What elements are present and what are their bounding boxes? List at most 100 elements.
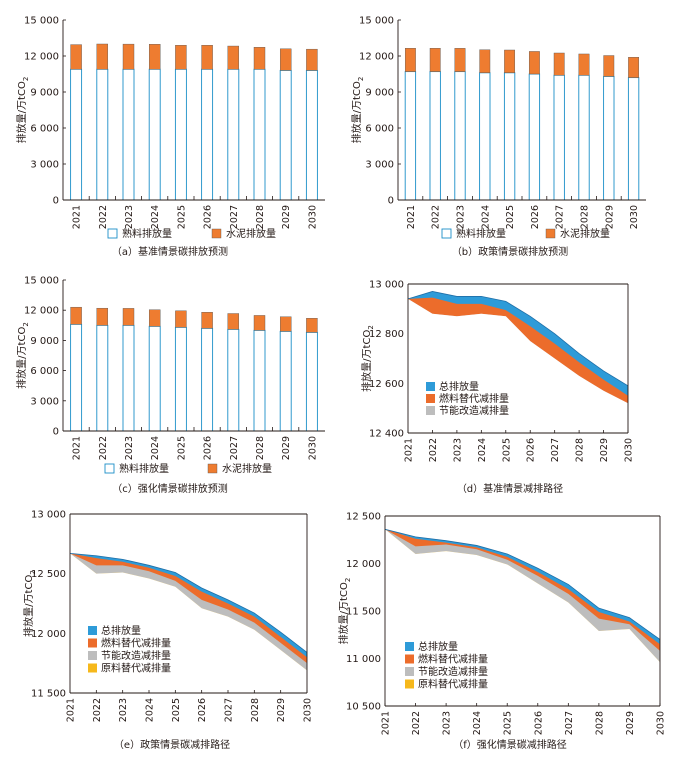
panel-caption: （f）强化情景碳减排路径 xyxy=(453,738,567,751)
x-tick-label: 2027 xyxy=(555,205,566,229)
bar-cement-2026 xyxy=(528,51,540,75)
x-tick-label: 2024 xyxy=(150,436,161,460)
bar-clinker-2024 xyxy=(148,325,161,432)
y-axis-label: 排放量/万tCO2 xyxy=(337,578,352,645)
x-tick-label: 2027 xyxy=(564,711,575,735)
legend-swatch-cement xyxy=(207,463,218,474)
y-axis-label-subscript: 2 xyxy=(22,77,30,81)
x-tick-label: 2029 xyxy=(625,711,636,735)
x-tick-label: 2030 xyxy=(303,698,314,722)
bar-cement-2021 xyxy=(70,44,82,70)
legend-label: 节能改造减排量 xyxy=(418,665,488,678)
bar-cement-2025 xyxy=(504,49,516,73)
x-tick-label: 2024 xyxy=(145,698,156,722)
x-tick-label: 2026 xyxy=(526,438,537,462)
bar-clinker-2029 xyxy=(603,75,615,201)
legend-swatch-1 xyxy=(405,642,414,651)
bar-cement-2022 xyxy=(96,43,109,70)
legend-swatch-cement xyxy=(545,228,556,239)
bar-clinker-2025 xyxy=(503,72,516,201)
chart-panel-1: 0 3 000 6 000 9 000 12 000 15 000 排放量/万tCO2 202… xyxy=(15,16,325,258)
x-tick-label: 2025 xyxy=(503,711,514,735)
x-tick-label: 2029 xyxy=(599,438,610,462)
legend-swatch-2 xyxy=(426,394,435,403)
legend-label: 熟料排放量 xyxy=(456,227,506,240)
bar-clinker-2021 xyxy=(70,68,83,201)
x-tick-label: 2026 xyxy=(203,436,214,460)
x-tick-label: 2021 xyxy=(381,711,392,735)
bar-clinker-2028 xyxy=(253,68,266,201)
x-tick-label: 2029 xyxy=(604,205,615,229)
bar-cement-2022 xyxy=(96,307,109,326)
y-tick-label: 12 500 xyxy=(31,569,66,580)
x-tick-label: 2021 xyxy=(72,436,83,460)
x-tick-label: 2026 xyxy=(203,205,214,229)
chart-panel-3: 0 3 000 6 000 9 000 12 000 15 000 排放量/万tCO2 202… xyxy=(15,276,325,495)
panel-caption: （e）政策情景碳减排路径 xyxy=(114,738,230,751)
x-tick-label: 2029 xyxy=(276,698,287,722)
x-tick-label: 2025 xyxy=(501,438,512,462)
x-tick-label: 2025 xyxy=(171,698,182,722)
bar-cement-2024 xyxy=(479,49,491,73)
x-tick-label: 2022 xyxy=(411,711,422,735)
y-tick-label: 9 000 xyxy=(365,88,394,99)
x-tick-label: 2021 xyxy=(72,205,83,229)
x-tick-label: 2022 xyxy=(431,205,442,229)
bar-cement-2023 xyxy=(454,48,466,72)
x-tick-label: 2022 xyxy=(98,205,109,229)
legend-label: 水泥排放量 xyxy=(226,227,276,240)
bar-cement-2023 xyxy=(122,308,135,326)
bar-clinker-2030 xyxy=(305,331,318,432)
x-tick-label: 2025 xyxy=(176,205,187,229)
x-tick-label: 2027 xyxy=(229,436,240,460)
bar-cement-2023 xyxy=(122,43,135,70)
x-tick-label: 2025 xyxy=(176,436,187,460)
bar-cement-2024 xyxy=(148,44,161,70)
y-tick-label: 15 000 xyxy=(359,16,394,27)
x-tick-label: 2021 xyxy=(404,438,415,462)
legend-label: 原料替代减排量 xyxy=(418,678,488,691)
legend-label: 燃料替代减排量 xyxy=(101,637,171,650)
y-tick-label: 11 500 xyxy=(346,607,381,618)
legend-swatch-2 xyxy=(88,638,97,648)
y-tick-label: 0 xyxy=(53,196,59,207)
panel-caption: （c）强化情景碳排放预测 xyxy=(112,482,228,495)
legend-label: 水泥排放量 xyxy=(560,227,610,240)
bar-clinker-2026 xyxy=(528,73,541,201)
y-tick-label: 12 500 xyxy=(346,512,381,523)
bar-clinker-2030 xyxy=(305,69,318,201)
x-tick-label: 2028 xyxy=(594,711,605,735)
y-tick-label: 12 400 xyxy=(369,429,404,440)
y-tick-label: 3 000 xyxy=(365,160,394,171)
legend-swatch-4 xyxy=(88,663,97,673)
y-tick-label: 12 000 xyxy=(24,52,59,63)
legend-swatch-2 xyxy=(405,654,414,664)
legend-label: 总排放量 xyxy=(101,624,141,637)
bar-clinker-2022 xyxy=(96,68,109,201)
bar-clinker-2021 xyxy=(404,71,417,201)
x-tick-label: 2028 xyxy=(255,205,266,229)
y-tick-label: 3 000 xyxy=(30,160,59,171)
y-tick-label: 6 000 xyxy=(30,366,59,377)
bar-clinker-2025 xyxy=(174,326,187,432)
bar-cement-2026 xyxy=(201,45,213,70)
bar-cement-2028 xyxy=(578,53,590,76)
legend-label: 总排放量 xyxy=(418,640,458,653)
legend-swatch-cement xyxy=(211,228,222,239)
y-tick-label: 9 000 xyxy=(30,88,59,99)
bar-clinker-2024 xyxy=(479,72,491,201)
x-tick-label: 2028 xyxy=(580,205,591,229)
x-tick-label: 2027 xyxy=(224,698,235,722)
bar-clinker-2029 xyxy=(279,330,292,432)
x-tick-label: 2028 xyxy=(575,438,586,462)
x-tick-label: 2030 xyxy=(629,205,640,229)
x-tick-label: 2021 xyxy=(406,205,417,229)
x-tick-label: 2026 xyxy=(530,205,541,229)
bar-cement-2030 xyxy=(628,57,640,78)
legend-label: 节能改造减排量 xyxy=(101,649,171,662)
legend-label: 总排放量 xyxy=(439,380,479,393)
x-tick-label: 2030 xyxy=(624,438,635,462)
x-tick-label: 2022 xyxy=(92,698,103,722)
legend-swatch-4 xyxy=(405,679,414,689)
